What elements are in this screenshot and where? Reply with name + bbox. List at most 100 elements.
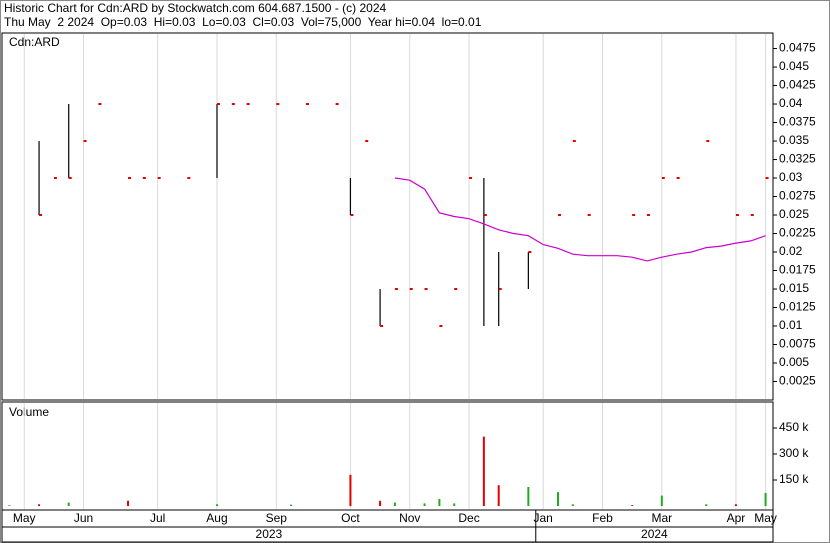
- close-tick: [128, 177, 132, 180]
- volume-bar: [453, 503, 456, 506]
- y-tick-label: 0.0475: [779, 41, 816, 55]
- close-tick: [276, 103, 280, 106]
- close-tick: [750, 214, 754, 217]
- close-tick: [483, 214, 487, 217]
- close-tick: [528, 251, 532, 254]
- close-tick: [632, 214, 636, 217]
- close-tick: [83, 140, 87, 143]
- x-tick-label: Dec: [458, 511, 479, 525]
- close-tick: [380, 325, 384, 328]
- x-tick-label: Nov: [399, 511, 420, 525]
- volume-bar: [571, 504, 574, 506]
- close-tick: [187, 177, 191, 180]
- volume-bar: [349, 474, 352, 506]
- y-tick-label: 0.045: [779, 59, 809, 73]
- close-tick: [676, 177, 680, 180]
- close-tick: [498, 288, 502, 291]
- x-tick-label: Aug: [206, 511, 227, 525]
- close-tick: [53, 177, 57, 180]
- volume-bar: [290, 504, 293, 506]
- x-tick-label: Sep: [266, 511, 288, 525]
- volume-bar: [438, 499, 441, 506]
- close-tick: [646, 214, 650, 217]
- close-tick: [142, 177, 146, 180]
- volume-bar: [631, 505, 634, 506]
- close-tick: [572, 140, 576, 143]
- y-tick-label: 0.025: [779, 207, 809, 221]
- volume-bar: [660, 495, 663, 506]
- close-tick: [350, 214, 354, 217]
- close-tick: [157, 177, 161, 180]
- volume-bar: [393, 502, 396, 506]
- close-tick: [587, 214, 591, 217]
- y-tick-label: 0.005: [779, 355, 809, 369]
- x-tick-label: May: [754, 511, 777, 525]
- close-tick: [765, 177, 769, 180]
- y-tick-label: 0.0225: [779, 226, 816, 240]
- y-tick-label: 0.01: [779, 318, 803, 332]
- volume-bar: [38, 504, 41, 506]
- price-panel: [1, 32, 774, 401]
- volume-label: Volume: [9, 405, 49, 419]
- close-tick: [558, 214, 562, 217]
- volume-bar: [497, 485, 500, 506]
- volume-bar: [734, 504, 737, 506]
- volume-bar: [379, 500, 382, 506]
- close-tick: [706, 140, 710, 143]
- close-tick: [469, 177, 473, 180]
- volume-bar: [764, 493, 767, 506]
- close-tick: [365, 140, 369, 143]
- x-tick-label: Apr: [727, 511, 746, 525]
- y-tick-label: 450 k: [779, 420, 809, 434]
- y-tick-label: 0.04: [779, 96, 803, 110]
- close-tick: [409, 288, 413, 291]
- volume-bar: [557, 492, 560, 506]
- x-tick-label: Mar: [651, 511, 672, 525]
- close-tick: [305, 103, 309, 106]
- close-tick: [68, 177, 72, 180]
- volume-bar: [127, 500, 130, 506]
- x-tick-label: Jun: [74, 511, 93, 525]
- volume-bar: [527, 486, 530, 506]
- close-tick: [231, 103, 235, 106]
- y-tick-label: 0.0275: [779, 189, 816, 203]
- y-tick-label: 0.0075: [779, 337, 816, 351]
- close-tick: [39, 214, 43, 217]
- close-tick: [735, 214, 739, 217]
- close-tick: [216, 103, 220, 106]
- volume-panel: [1, 401, 774, 511]
- y-tick-label: 0.02: [779, 244, 803, 258]
- close-tick: [424, 288, 428, 291]
- close-tick: [394, 288, 398, 291]
- close-tick: [335, 103, 339, 106]
- y-tick-label: 150 k: [779, 472, 809, 486]
- y-tick-label: 0.015: [779, 281, 809, 295]
- y-tick-label: 0.0125: [779, 300, 816, 314]
- symbol-label: Cdn:ARD: [9, 35, 60, 49]
- close-tick: [661, 177, 665, 180]
- volume-bar: [215, 504, 218, 506]
- volume-bar: [8, 505, 11, 506]
- x-tick-label: May: [13, 511, 36, 525]
- volume-bar: [705, 504, 708, 506]
- volume-bar: [482, 436, 485, 506]
- chart-subtitle: Thu May 2 2024 Op=0.03 Hi=0.03 Lo=0.03 C…: [4, 15, 482, 29]
- y-tick-label: 0.03: [779, 170, 803, 184]
- y-tick-label: 0.0375: [779, 115, 816, 129]
- close-tick: [246, 103, 250, 106]
- y-tick-label: 0.0325: [779, 152, 816, 166]
- y-tick-label: 0.0175: [779, 263, 816, 277]
- x-tick-label: Jan: [534, 511, 553, 525]
- y-tick-label: 300 k: [779, 446, 809, 460]
- x-tick-label: Feb: [592, 511, 613, 525]
- year-axis: [1, 526, 774, 543]
- volume-bar: [67, 502, 70, 506]
- moving-average: [394, 177, 766, 262]
- y-tick-label: 0.0425: [779, 78, 816, 92]
- y-tick-label: 0.0025: [779, 374, 816, 388]
- volume-bar: [423, 503, 426, 506]
- close-tick: [454, 288, 458, 291]
- chart-title: Historic Chart for Cdn:ARD by Stockwatch…: [4, 1, 386, 15]
- close-tick: [439, 325, 443, 328]
